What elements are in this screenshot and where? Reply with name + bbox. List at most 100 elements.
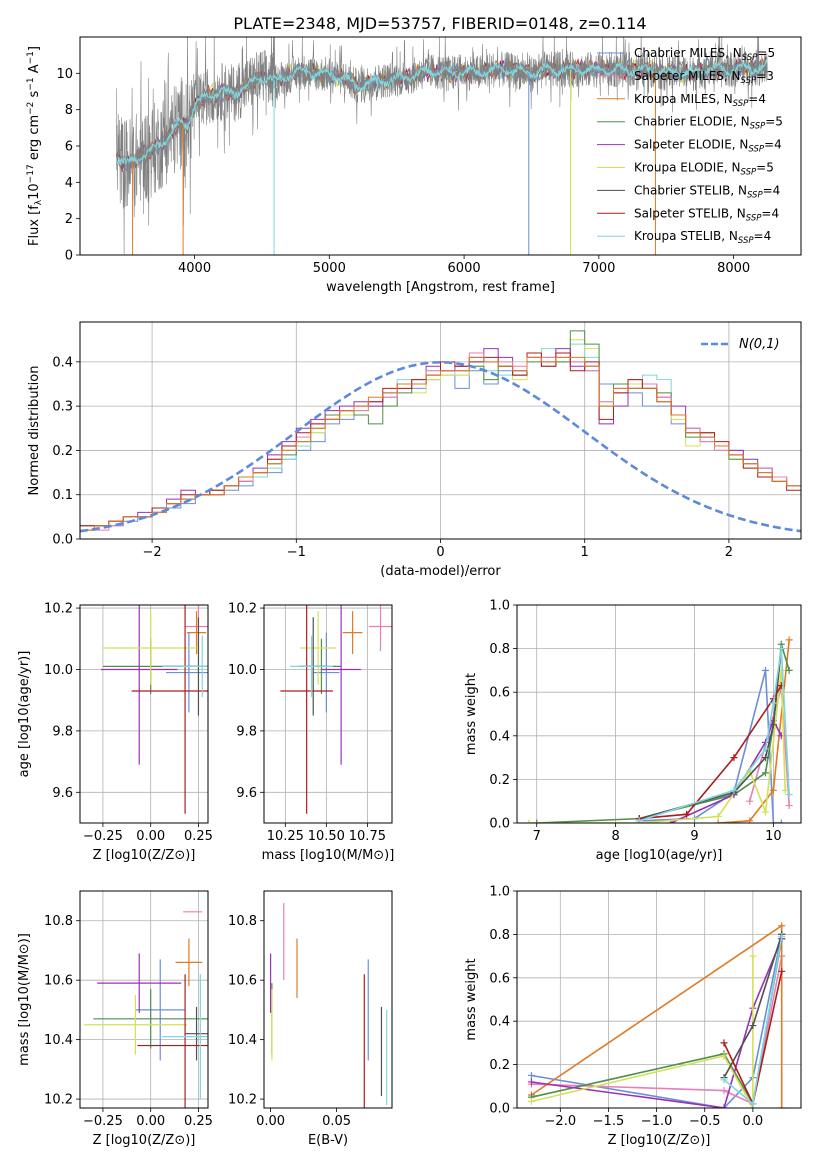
y-tick-label: 10.0: [44, 663, 73, 678]
x-tick-label: −1: [287, 545, 306, 560]
legend-nssp-subscript: SSP: [741, 168, 757, 178]
legend-nssp-value: 4: [773, 183, 781, 197]
panel-spectrum: 4000 5000 6000 7000 8000 0 2 4 6 8 10 wavelength [A…: [26, 36, 802, 295]
x-axis-label: age [log10(age/yr)]: [596, 848, 723, 863]
x-tick-label: 0.00: [136, 829, 165, 844]
mass-weight-line: [531, 934, 783, 1108]
y-tick-label: 0.0: [489, 1102, 510, 1117]
x-axis-label: Z [log10(Z/Z⊙)]: [93, 1133, 196, 1148]
y-tick-label: 1.0: [489, 599, 510, 614]
y-tick-label: 0.4: [52, 355, 73, 370]
axes-frame: [516, 890, 802, 1109]
legend-model-name: Salpeter ELODIE: [634, 138, 732, 152]
mass-weight-marker: [714, 819, 722, 823]
legend-nssp-eq: =: [765, 115, 775, 129]
legend-label: Chabrier ELODIE, NSSP=5: [634, 115, 783, 132]
legend-nssp-value: 3: [766, 69, 774, 83]
mass-weight-marker: [525, 819, 533, 823]
y-tick-label: 0.0: [489, 817, 510, 832]
axes-frame: [79, 890, 209, 1109]
y-tick-label: 10: [56, 67, 73, 82]
mass-weight-marker: [527, 1071, 535, 1079]
legend-nssp-subscript: SSP: [750, 122, 766, 132]
legend-nssp-eq: =: [756, 69, 766, 83]
x-tick-label: 7: [533, 829, 541, 844]
y-tick-label: 8: [65, 103, 73, 118]
mass-weight-marker: [762, 808, 769, 816]
x-tick-label: −0.25: [83, 829, 123, 844]
mass-weight-line: [531, 955, 783, 1105]
mass-weight-marker: [769, 721, 777, 729]
y-tick-label: 0.4: [489, 1015, 510, 1030]
axes-frame: [79, 321, 802, 540]
legend-label: Salpeter MILES, NSSP=3: [634, 69, 774, 86]
mass-weight-marker: [762, 666, 769, 674]
y-tick-label: 0.1: [52, 488, 73, 503]
plot-area: [80, 330, 801, 533]
x-axis-label: mass [log10(M/M⊙)]: [262, 848, 395, 863]
y-tick-label: 9.6: [52, 786, 73, 801]
residual-histogram-step: [80, 348, 801, 531]
x-tick-label: −2: [143, 545, 162, 560]
y-tick-label: 0.8: [489, 642, 510, 657]
x-tick-label: 0.0: [743, 1114, 764, 1129]
x-tick-label: 9: [690, 829, 698, 844]
y-tick-label: 0.2: [52, 444, 73, 459]
legend-nssp-eq: =: [763, 183, 773, 197]
legend-model-name: Kroupa MILES: [634, 92, 716, 106]
y-axis-label-part: −17: [26, 164, 36, 183]
y-tick-label: 10.6: [44, 974, 73, 989]
mass-weight-marker: [778, 933, 786, 941]
legend-nssp-subscript: SSP: [742, 53, 758, 63]
legend-nssp-subscript: SSP: [747, 190, 763, 200]
panel-age-vs-mass: 10.25 10.50 10.75 9.6 9.8 10.0 10.2 mass [log10…: [228, 602, 395, 863]
legend-nssp-eq: =: [748, 92, 758, 106]
x-tick-label: 5000: [313, 261, 346, 276]
y-axis-label-part: erg cm: [27, 115, 42, 164]
y-tick-label: 1.0: [489, 885, 510, 900]
legend-model-name: Kroupa ELODIE: [634, 161, 724, 175]
x-tick-label: 0: [436, 545, 444, 560]
axes-frame: [79, 36, 802, 256]
legend-label: Chabrier MILES, NSSP=5: [634, 46, 775, 63]
y-tick-label: 9.6: [236, 786, 257, 801]
legend-nssp-prefix: , N: [724, 69, 741, 83]
legend-nssp-prefix: , N: [721, 229, 738, 243]
x-axis-label: Z [log10(Z/Z⊙)]: [608, 1133, 711, 1148]
mass-weight-marker: [720, 1104, 728, 1108]
y-axis-label: mass [log10(M/M⊙)]: [17, 933, 32, 1066]
legend-nssp-value: 5: [766, 161, 774, 175]
legend-label: Salpeter ELODIE, NSSP=4: [634, 138, 782, 155]
legend-label: Chabrier STELIB, NSSP=4: [634, 183, 780, 200]
mass-weight-marker: [769, 819, 777, 823]
y-tick-label: 0: [65, 249, 73, 264]
mass-weight-marker: [762, 754, 769, 762]
legend-nssp-subscript: SSP: [733, 99, 749, 109]
y-axis-label-part: 10: [27, 183, 42, 200]
legend-nssp-value: 5: [767, 46, 775, 60]
legend-nssp-prefix: , N: [729, 206, 746, 220]
y-axis-label-part: −1: [26, 77, 36, 90]
mass-weight-line: [639, 648, 783, 820]
mass-weight-line: [531, 938, 783, 1108]
axes-frame: [79, 604, 209, 824]
legend-label: N(0,1): [739, 337, 780, 352]
y-tick-label: 10.0: [228, 663, 257, 678]
y-tick-label: 9.8: [52, 724, 73, 739]
x-tick-label: 0.00: [136, 1114, 165, 1129]
legend-nssp-eq: =: [757, 46, 767, 60]
y-tick-label: 0.2: [489, 773, 510, 788]
mass-weight-marker: [720, 1039, 728, 1047]
legend-model-name: Chabrier STELIB: [634, 183, 730, 197]
y-axis-label-part: −2: [26, 102, 36, 115]
panel-mass-vs-ebv: 0.00 0.05 10.2 10.4 10.6 10.8 E(B-V): [228, 890, 393, 1148]
legend-nssp-eq: =: [756, 161, 766, 175]
mass-weight-line: [639, 648, 790, 822]
mass-weight-marker: [785, 666, 793, 674]
y-axis-label-part: λ: [34, 199, 44, 205]
residual-histogram-step: [80, 356, 801, 531]
y-tick-label: 10.8: [228, 914, 257, 929]
mass-weight-marker: [749, 1100, 757, 1108]
y-tick-label: 10.4: [44, 1033, 73, 1048]
